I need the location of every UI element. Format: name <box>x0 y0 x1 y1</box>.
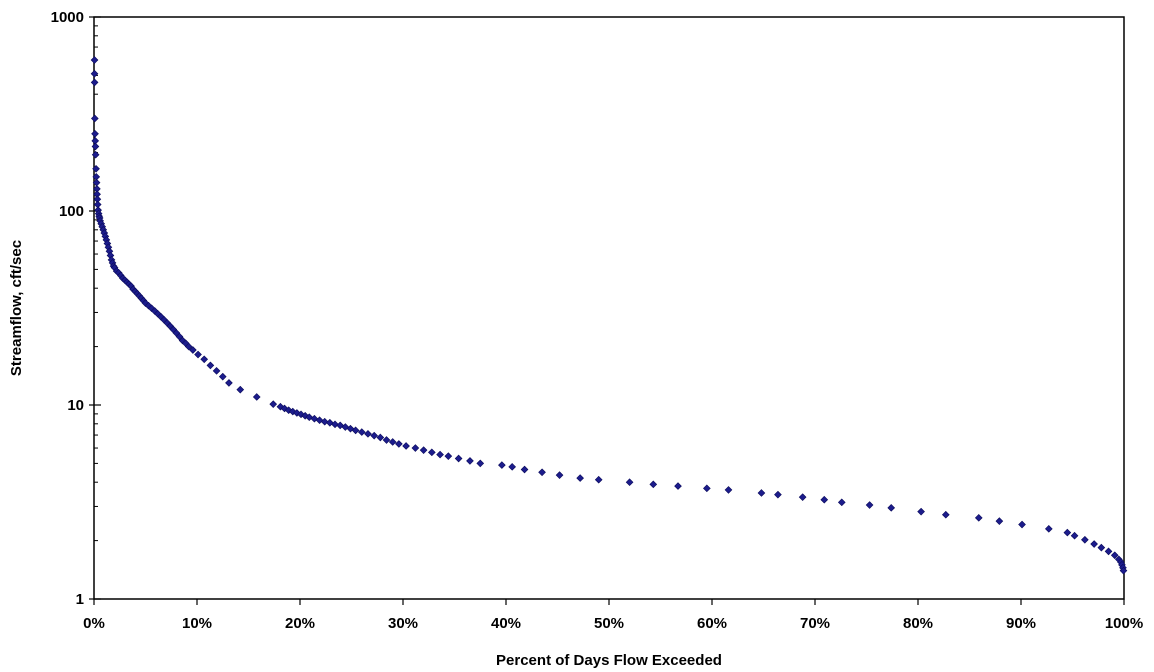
data-point <box>388 438 397 446</box>
data-point <box>887 504 896 512</box>
data-point <box>351 426 360 435</box>
data-point <box>1081 535 1089 544</box>
plot-area <box>93 16 1125 600</box>
x-tick-label: 10% <box>182 615 212 632</box>
data-point <box>555 471 564 479</box>
data-point <box>91 150 100 159</box>
data-point <box>419 446 428 454</box>
data-points <box>90 56 1128 575</box>
data-point <box>625 478 634 487</box>
x-tick-label: 90% <box>1006 615 1036 632</box>
data-point <box>90 114 99 123</box>
x-tick-labels: 0% 10% 20% 30% 40% 50% 60% 70% 80% 90% 100% <box>83 615 1143 632</box>
data-point <box>703 484 711 493</box>
data-point <box>252 393 261 401</box>
data-point <box>724 486 733 494</box>
data-point <box>91 129 99 138</box>
data-point <box>206 361 215 370</box>
data-point <box>594 475 603 484</box>
y-axis-title: Streamflow, cft/sec <box>8 240 25 376</box>
data-point <box>1097 543 1106 552</box>
data-point <box>411 444 420 452</box>
data-point <box>1119 566 1128 575</box>
x-axis-title: Percent of Days Flow Exceeded <box>496 652 722 669</box>
data-point <box>382 436 391 444</box>
data-point <box>236 385 245 394</box>
data-point <box>649 480 658 489</box>
data-point <box>774 490 782 499</box>
data-point <box>941 510 950 519</box>
data-point <box>1063 528 1072 537</box>
y-tick-label: 10 <box>67 397 84 414</box>
x-tick-label: 40% <box>491 615 521 632</box>
data-point <box>538 468 546 477</box>
data-point <box>376 433 385 442</box>
data-point <box>995 517 1004 525</box>
data-point <box>674 482 682 490</box>
data-point <box>305 413 314 422</box>
x-tick-label: 80% <box>903 615 933 632</box>
y-tick-labels: 1 10 100 1000 <box>51 9 84 608</box>
data-point <box>917 507 925 516</box>
data-point <box>357 428 366 436</box>
data-point <box>184 342 193 351</box>
data-point <box>370 431 378 440</box>
data-point <box>757 489 766 497</box>
x-tick-label: 20% <box>285 615 315 632</box>
data-point <box>444 452 453 460</box>
data-point <box>865 501 874 509</box>
data-point <box>225 379 233 387</box>
data-point <box>837 498 846 507</box>
data-point <box>320 417 329 426</box>
data-point <box>428 448 436 457</box>
data-point <box>1090 540 1098 548</box>
data-point <box>315 416 324 425</box>
x-tick-label: 70% <box>800 615 830 632</box>
data-point <box>402 442 410 450</box>
axis-major-ticks <box>89 16 1125 605</box>
data-point <box>212 367 221 375</box>
x-tick-label: 0% <box>83 615 105 632</box>
data-point <box>218 372 227 381</box>
data-point <box>1070 531 1079 540</box>
data-point <box>820 495 829 504</box>
data-point <box>269 400 278 408</box>
y-tick-label: 1000 <box>51 9 84 26</box>
data-point <box>1044 525 1053 533</box>
data-point <box>576 474 584 482</box>
data-point <box>520 465 529 474</box>
data-point <box>1110 551 1119 560</box>
data-point <box>92 164 100 173</box>
data-point <box>454 454 463 463</box>
data-point <box>498 461 506 469</box>
x-tick-label: 100% <box>1105 615 1143 632</box>
data-point <box>90 69 99 78</box>
data-point <box>364 430 372 438</box>
data-point <box>395 440 403 448</box>
data-point <box>1104 547 1113 556</box>
data-point <box>974 514 983 522</box>
data-point <box>91 142 100 151</box>
data-point <box>90 78 99 87</box>
y-tick-label: 1 <box>76 591 84 608</box>
x-tick-label: 60% <box>697 615 727 632</box>
data-point <box>331 420 339 429</box>
y-tick-label: 100 <box>59 203 84 220</box>
data-point <box>200 355 209 364</box>
data-point <box>189 346 197 354</box>
x-tick-label: 30% <box>388 615 418 632</box>
data-point <box>466 457 474 465</box>
data-point <box>1018 520 1026 529</box>
data-point <box>90 56 99 64</box>
data-point <box>798 493 807 501</box>
data-point <box>326 418 334 427</box>
data-point <box>476 459 485 468</box>
data-point <box>508 463 517 471</box>
x-tick-label: 50% <box>594 615 624 632</box>
data-point <box>276 402 285 411</box>
data-point <box>436 450 444 459</box>
data-point <box>194 350 202 359</box>
